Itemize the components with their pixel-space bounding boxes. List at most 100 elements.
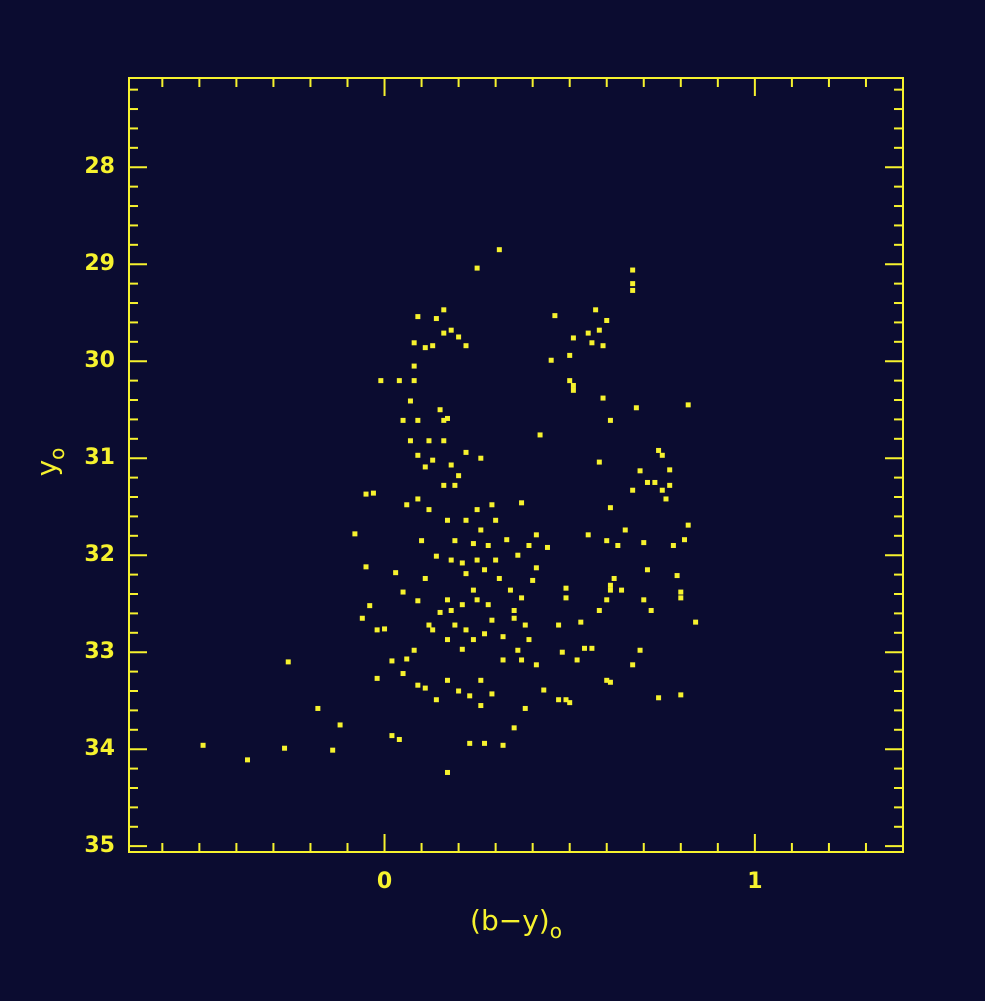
- y-tick-label: 29: [84, 251, 115, 276]
- point: [641, 540, 647, 546]
- point: [367, 603, 373, 609]
- point: [667, 467, 673, 473]
- point: [570, 387, 576, 393]
- point: [559, 649, 565, 655]
- point: [444, 769, 450, 775]
- y-tick-label: 28: [84, 154, 115, 179]
- point: [441, 438, 447, 444]
- point: [630, 487, 636, 493]
- point: [656, 447, 662, 453]
- point: [404, 502, 410, 508]
- x-tick-label: 0: [377, 869, 392, 894]
- point: [496, 247, 502, 253]
- point: [563, 697, 569, 703]
- point: [393, 570, 399, 576]
- point: [452, 538, 458, 544]
- point: [596, 607, 602, 613]
- point: [482, 740, 488, 746]
- point: [667, 482, 673, 488]
- point: [467, 693, 473, 699]
- point: [470, 637, 476, 643]
- point: [567, 700, 573, 706]
- point: [396, 736, 402, 742]
- point: [489, 617, 495, 623]
- point: [456, 334, 462, 340]
- point: [422, 464, 428, 470]
- point: [630, 281, 636, 287]
- point: [400, 671, 406, 677]
- point: [630, 287, 636, 293]
- point: [511, 725, 517, 731]
- point: [552, 313, 558, 319]
- point: [337, 722, 343, 728]
- point: [400, 417, 406, 423]
- point: [433, 697, 439, 703]
- point: [430, 627, 436, 633]
- point: [448, 557, 454, 563]
- point: [407, 438, 413, 444]
- point: [448, 327, 454, 333]
- point: [382, 626, 388, 632]
- point: [541, 687, 547, 693]
- point: [467, 740, 473, 746]
- point: [519, 500, 525, 506]
- point: [607, 587, 613, 593]
- point: [396, 378, 402, 384]
- point: [474, 265, 480, 271]
- point: [604, 677, 610, 683]
- point: [378, 378, 384, 384]
- point: [444, 415, 450, 421]
- point: [604, 538, 610, 544]
- point: [452, 482, 458, 488]
- point: [315, 705, 321, 711]
- point: [474, 557, 480, 563]
- point: [570, 382, 576, 388]
- point: [593, 307, 599, 313]
- point: [452, 622, 458, 628]
- point: [607, 582, 613, 588]
- point: [596, 459, 602, 465]
- point: [567, 378, 573, 384]
- point: [641, 597, 647, 603]
- point: [589, 645, 595, 651]
- point: [200, 742, 206, 748]
- y-axis-label: yo: [30, 448, 69, 477]
- point: [426, 622, 432, 628]
- point: [415, 496, 421, 502]
- point: [441, 482, 447, 488]
- point: [630, 267, 636, 273]
- point: [533, 565, 539, 571]
- point: [415, 598, 421, 604]
- point: [685, 522, 691, 528]
- point: [607, 417, 613, 423]
- y-tick-label: 30: [84, 348, 115, 373]
- point: [563, 585, 569, 591]
- point: [400, 589, 406, 595]
- point: [585, 532, 591, 538]
- point: [407, 398, 413, 404]
- point: [500, 742, 506, 748]
- point: [430, 457, 436, 463]
- point: [504, 537, 510, 543]
- point: [411, 340, 417, 346]
- point: [459, 646, 465, 652]
- point: [433, 553, 439, 559]
- point: [507, 587, 513, 593]
- point: [530, 577, 536, 583]
- point: [648, 607, 654, 613]
- point: [444, 637, 450, 643]
- point: [285, 659, 291, 665]
- point: [352, 531, 358, 537]
- point: [582, 645, 588, 651]
- point: [604, 317, 610, 323]
- point: [482, 631, 488, 637]
- point: [607, 505, 613, 511]
- point: [444, 677, 450, 683]
- point: [607, 679, 613, 685]
- point: [511, 607, 517, 613]
- point: [459, 560, 465, 566]
- y-tick-label: 31: [84, 445, 115, 470]
- point: [652, 479, 658, 485]
- point: [330, 747, 336, 753]
- point: [389, 658, 395, 664]
